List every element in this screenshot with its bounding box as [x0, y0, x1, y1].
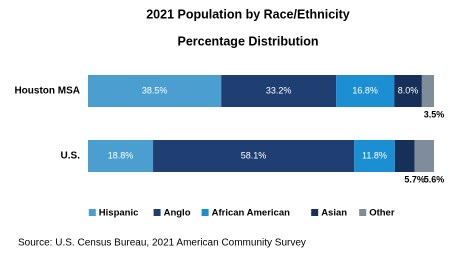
value-label: 5.6% — [424, 174, 445, 184]
value-label: 16.8% — [352, 85, 378, 95]
bar-segment — [394, 140, 415, 172]
value-label: 3.5% — [424, 109, 445, 119]
legend-label: Anglo — [164, 208, 191, 219]
legend-label: African American — [212, 208, 291, 219]
legend-swatch — [153, 209, 161, 216]
legend-swatch — [311, 209, 319, 216]
bar-segment — [88, 75, 222, 107]
bar-segment — [354, 140, 395, 172]
legend-swatch — [201, 209, 209, 216]
bar-segment — [414, 140, 434, 172]
chart-subtitle: Percentage Distribution — [178, 34, 319, 48]
value-label: 33.2% — [266, 85, 292, 95]
value-label: 8.0% — [398, 85, 419, 95]
bar-segment — [336, 75, 395, 107]
bar-segment — [88, 140, 154, 172]
bar-segment — [221, 75, 337, 107]
legend-swatch — [359, 209, 367, 216]
bar-segment — [394, 75, 422, 107]
value-label: 58.1% — [241, 150, 267, 160]
source-note: Source: U.S. Census Bureau, 2021 America… — [18, 238, 306, 249]
bar-segment — [153, 140, 355, 172]
legend-label: Hispanic — [99, 208, 139, 219]
value-label: 18.8% — [108, 150, 134, 160]
legend-swatch — [88, 209, 96, 216]
value-label: 5.7% — [404, 174, 425, 184]
bar-segment — [421, 75, 434, 107]
legend-label: Asian — [321, 208, 347, 219]
value-label: 11.8% — [362, 150, 387, 160]
category-label: U.S. — [61, 151, 81, 162]
legend-label: Other — [369, 208, 395, 219]
value-label: 38.5% — [142, 85, 168, 95]
category-label: Houston MSA — [14, 86, 80, 97]
chart-title: 2021 Population by Race/Ethnicity — [146, 7, 350, 21]
